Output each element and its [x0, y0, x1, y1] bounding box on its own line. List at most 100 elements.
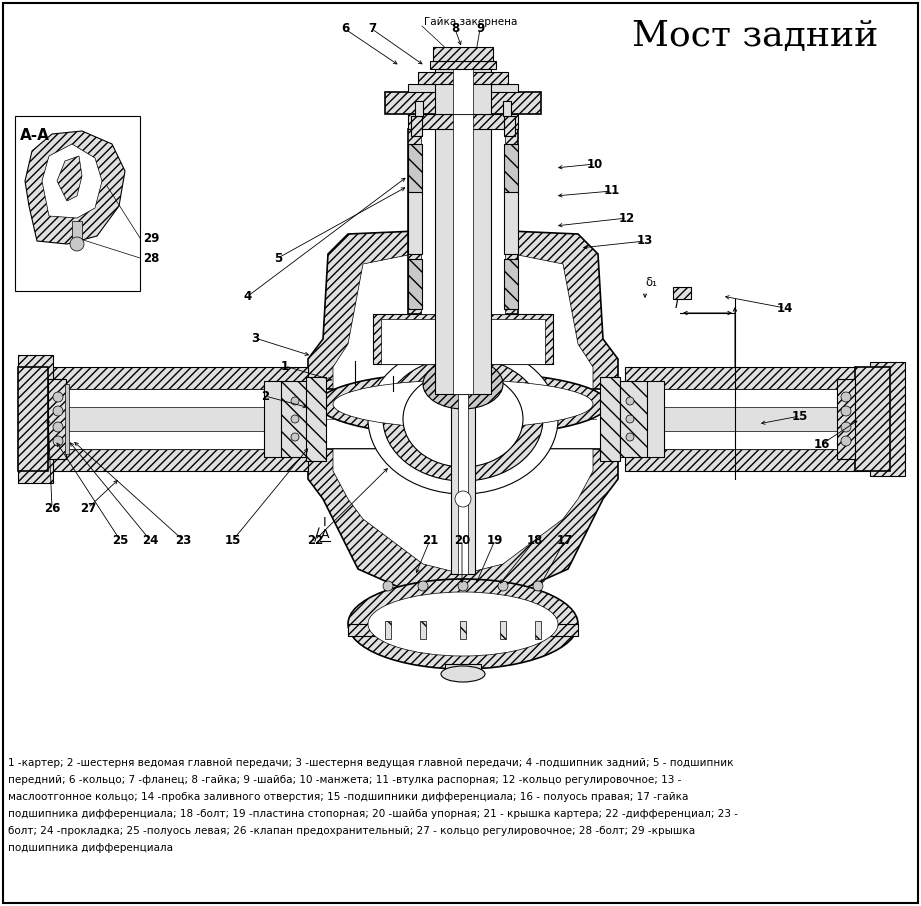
Bar [504, 259, 518, 309]
Text: 22: 22 [307, 534, 323, 546]
Ellipse shape [368, 344, 558, 494]
Bar [504, 192, 518, 254]
Ellipse shape [403, 371, 523, 467]
Bar [870, 362, 905, 476]
Bar [348, 624, 578, 636]
Text: 15: 15 [225, 534, 241, 546]
Bar [504, 116, 515, 136]
Text: E: E [388, 361, 396, 374]
Text: 17: 17 [557, 534, 573, 546]
Text: подшипника дифференциала: подшипника дифференциала [8, 843, 173, 853]
Polygon shape [388, 384, 538, 414]
Text: I: I [323, 516, 327, 529]
Text: 24: 24 [142, 534, 158, 546]
Bar [18, 389, 308, 449]
Polygon shape [57, 156, 82, 201]
Ellipse shape [841, 406, 851, 416]
Bar [65, 384, 69, 454]
Bar [411, 116, 422, 136]
Bar [435, 54, 491, 114]
Bar [72, 221, 82, 241]
Polygon shape [308, 449, 618, 599]
Text: 14: 14 [776, 302, 793, 314]
Text: 10: 10 [587, 158, 603, 170]
Bar [837, 379, 855, 459]
Bar [15, 116, 140, 291]
Text: Б: Б [350, 346, 358, 359]
Ellipse shape [423, 359, 503, 409]
Text: подшипника дифференциала; 18 -болт; 19 -пластина стопорная; 20 -шайба упорная; 2: подшипника дифференциала; 18 -болт; 19 -… [8, 809, 738, 819]
Bar [381, 319, 545, 364]
Text: А: А [321, 528, 329, 541]
Text: 20: 20 [454, 534, 470, 546]
Text: Г: Г [675, 298, 682, 311]
Bar [458, 379, 468, 574]
Ellipse shape [291, 433, 299, 441]
Ellipse shape [53, 422, 63, 432]
Text: А: А [412, 374, 420, 387]
Ellipse shape [368, 592, 558, 656]
Text: передний; 6 -кольцо; 7 -фланец; 8 -гайка; 9 -шайба; 10 -манжета; 11 -втулка расп: передний; 6 -кольцо; 7 -фланец; 8 -гайка… [8, 775, 682, 785]
Bar [460, 621, 466, 639]
Ellipse shape [626, 433, 634, 441]
Text: 1: 1 [281, 360, 289, 372]
Bar [408, 84, 518, 92]
Text: δ₂: δ₂ [342, 386, 354, 399]
Bar [408, 129, 518, 314]
Ellipse shape [455, 491, 471, 507]
Bar [421, 129, 505, 314]
Text: 6: 6 [341, 23, 349, 35]
Bar [385, 621, 391, 639]
Bar [625, 449, 903, 471]
Ellipse shape [533, 581, 543, 591]
Ellipse shape [458, 581, 468, 591]
Bar [373, 314, 553, 364]
Text: 11: 11 [604, 185, 620, 198]
Text: В: В [730, 388, 739, 400]
Bar [504, 144, 518, 194]
Text: δ₁: δ₁ [645, 276, 657, 289]
Text: 26: 26 [44, 502, 60, 515]
Bar [408, 144, 422, 194]
Text: 21: 21 [422, 534, 438, 546]
Bar [281, 381, 308, 457]
Ellipse shape [291, 415, 299, 423]
Bar [430, 61, 496, 69]
Text: маслоотгонное кольцо; 14 -пробка заливного отверстия; 15 -подшипники дифференциа: маслоотгонное кольцо; 14 -пробка заливно… [8, 792, 688, 802]
Bar [408, 114, 518, 129]
Text: Мост задний: Мост задний [632, 19, 878, 53]
Ellipse shape [841, 392, 851, 402]
Bar [453, 104, 473, 394]
Bar [48, 379, 66, 459]
Ellipse shape [20, 411, 36, 427]
Text: 15: 15 [792, 410, 809, 422]
Text: А-А: А-А [20, 128, 50, 143]
Bar [503, 101, 511, 116]
Polygon shape [333, 449, 593, 574]
Text: 12: 12 [619, 211, 635, 225]
Bar [433, 47, 493, 61]
Text: 5: 5 [274, 252, 282, 265]
Ellipse shape [383, 357, 543, 481]
Bar [855, 367, 890, 471]
Text: 2: 2 [261, 390, 269, 402]
Ellipse shape [383, 581, 393, 591]
Text: 29: 29 [143, 232, 159, 245]
Ellipse shape [333, 380, 593, 428]
Bar [620, 381, 647, 457]
Bar [420, 621, 426, 639]
Bar [600, 377, 620, 461]
Bar [445, 664, 481, 672]
Bar [18, 449, 308, 471]
Text: 50: 50 [469, 348, 482, 358]
Ellipse shape [626, 415, 634, 423]
Ellipse shape [841, 436, 851, 446]
Ellipse shape [53, 436, 63, 446]
Text: 111.96: 111.96 [739, 377, 749, 410]
Text: 23: 23 [175, 534, 192, 546]
Text: 1 -картер; 2 -шестерня ведомая главной передачи; 3 -шестерня ведущая главной пер: 1 -картер; 2 -шестерня ведомая главной п… [8, 758, 733, 768]
Bar [435, 104, 491, 394]
Bar [451, 379, 475, 574]
Text: Гайка закернена: Гайка закернена [424, 17, 518, 27]
Ellipse shape [291, 397, 299, 405]
